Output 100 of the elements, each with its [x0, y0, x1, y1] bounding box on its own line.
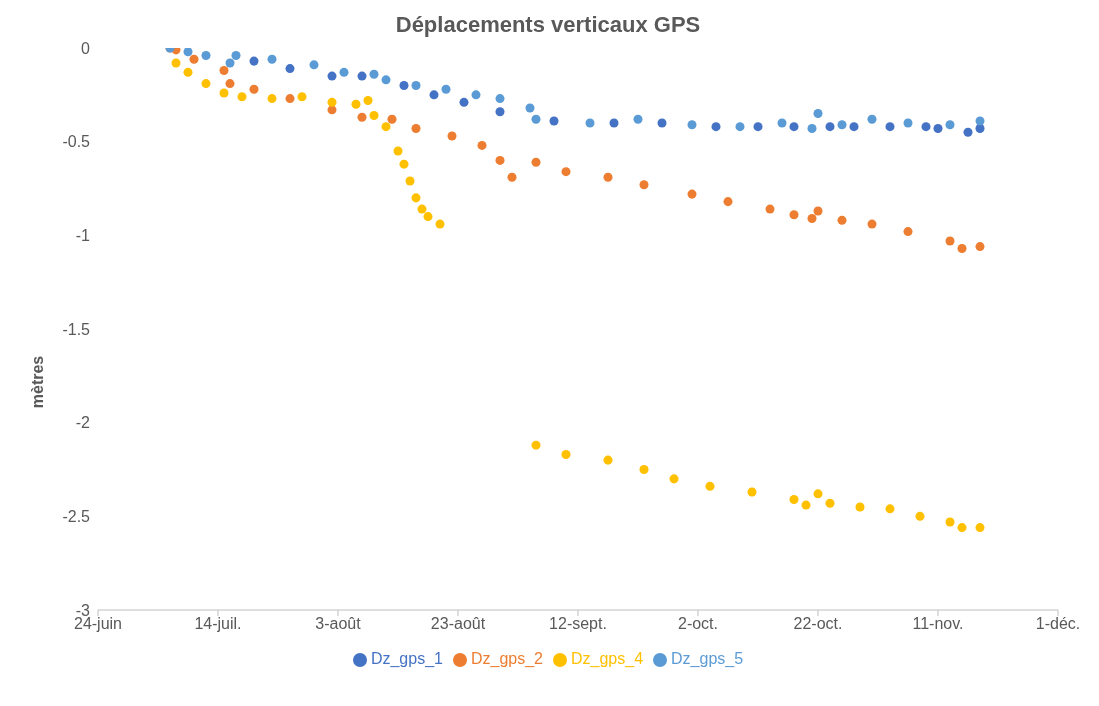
point	[531, 157, 541, 167]
point	[549, 116, 559, 126]
point	[411, 124, 421, 134]
point	[249, 56, 259, 66]
point	[405, 176, 415, 186]
point	[285, 64, 295, 74]
point	[423, 212, 433, 222]
point	[561, 167, 571, 177]
point	[867, 219, 877, 229]
point	[807, 213, 817, 223]
y-tick-label: -2.5	[62, 508, 91, 526]
point	[723, 197, 733, 207]
point	[765, 204, 775, 214]
point	[687, 189, 697, 199]
point	[477, 140, 487, 150]
point	[735, 122, 745, 132]
point	[441, 84, 451, 94]
point	[933, 124, 943, 134]
point	[789, 122, 799, 132]
point	[297, 92, 307, 102]
point	[885, 504, 895, 514]
point	[777, 118, 787, 128]
point	[669, 474, 679, 484]
point	[855, 502, 865, 512]
legend-label: Dz_gps_4	[571, 650, 644, 667]
point	[399, 159, 409, 169]
point	[357, 112, 367, 122]
point	[525, 103, 535, 113]
point	[471, 90, 481, 100]
x-tick-label: 14-juil.	[194, 615, 242, 633]
point	[921, 122, 931, 132]
point	[447, 131, 457, 141]
point	[183, 48, 193, 57]
x-tick-label: 23-août	[430, 615, 486, 633]
point	[411, 193, 421, 203]
point	[975, 116, 985, 126]
point	[915, 511, 925, 521]
x-tick-label: 3-août	[315, 615, 362, 633]
point	[813, 489, 823, 499]
point	[639, 180, 649, 190]
point	[327, 97, 337, 107]
point	[609, 118, 619, 128]
point	[531, 440, 541, 450]
point	[201, 50, 211, 60]
point	[945, 517, 955, 527]
point	[369, 69, 379, 79]
point	[531, 114, 541, 124]
point	[903, 227, 913, 237]
point	[237, 92, 247, 102]
x-tick-label: 1-déc.	[1035, 615, 1081, 633]
point	[417, 204, 427, 214]
point	[351, 99, 361, 109]
point	[225, 79, 235, 89]
point	[825, 498, 835, 508]
y-tick-label: -0.5	[62, 133, 91, 151]
point	[339, 67, 349, 77]
point	[507, 172, 517, 182]
point	[393, 146, 403, 156]
point	[267, 94, 277, 104]
point	[837, 215, 847, 225]
point	[705, 481, 715, 491]
point	[975, 523, 985, 533]
point	[171, 58, 181, 68]
point	[495, 94, 505, 104]
point	[657, 118, 667, 128]
y-tick-label: 0	[81, 39, 91, 57]
point	[711, 122, 721, 132]
point	[495, 155, 505, 165]
point	[639, 464, 649, 475]
point	[813, 206, 823, 216]
point	[219, 65, 229, 75]
point	[753, 122, 763, 132]
point	[387, 114, 397, 124]
point	[903, 118, 913, 128]
y-tick-label: -1.5	[62, 320, 91, 338]
point	[561, 450, 571, 460]
point	[309, 60, 319, 70]
point	[825, 122, 835, 132]
point	[459, 97, 469, 107]
legend-label: Dz_gps_2	[470, 650, 543, 667]
point	[789, 210, 799, 220]
point	[381, 75, 391, 85]
point	[747, 487, 757, 497]
point	[801, 500, 811, 510]
point	[945, 120, 955, 130]
point	[327, 71, 337, 81]
point	[363, 95, 373, 105]
point	[189, 54, 199, 64]
point	[633, 114, 643, 124]
point	[225, 58, 235, 68]
point	[945, 236, 955, 246]
point	[249, 84, 259, 94]
point	[885, 122, 895, 132]
point	[183, 67, 193, 77]
point	[957, 243, 967, 253]
point	[687, 120, 697, 130]
point	[963, 127, 973, 137]
point	[813, 109, 823, 119]
point	[789, 494, 799, 504]
point	[411, 80, 421, 90]
